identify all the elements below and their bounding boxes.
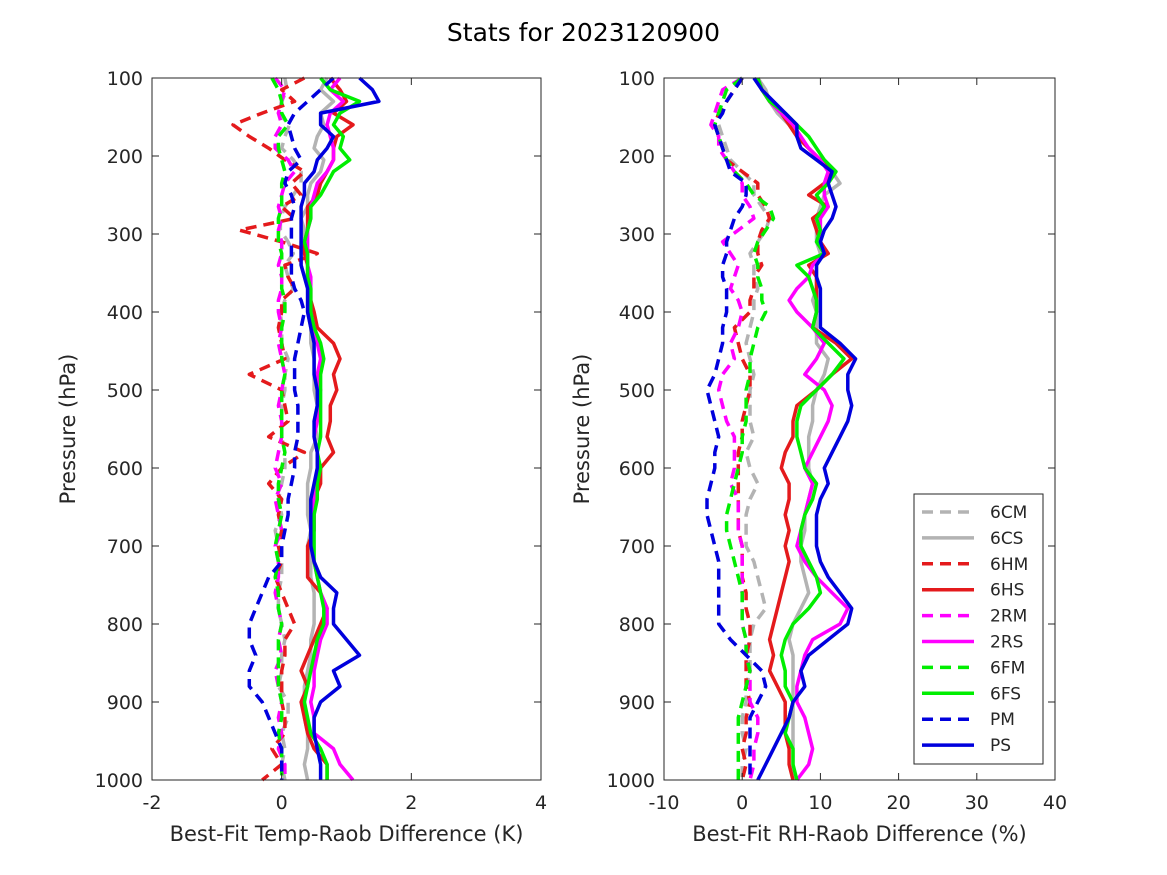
figure-title: Stats for 2023120900 bbox=[446, 18, 721, 47]
chart1-y-tick-label: 300 bbox=[619, 224, 655, 246]
chart1-x-axis-label: Best-Fit RH-Raob Difference (%) bbox=[692, 822, 1026, 846]
chart1-y-tick-label: 1000 bbox=[607, 770, 655, 792]
chart1-legend-label-pm: PM bbox=[990, 710, 1015, 730]
chart0-axes-box bbox=[151, 77, 542, 781]
chart1-legend-label-6hm: 6HM bbox=[990, 555, 1028, 575]
chart0-series-line-ps bbox=[299, 76, 381, 780]
chart1-legend-label-2rs: 2RS bbox=[990, 633, 1023, 653]
chart1-series-line-ps bbox=[752, 77, 858, 781]
chart1-x-tick-label: 30 bbox=[965, 792, 989, 814]
chart1-series-line-2rs bbox=[756, 77, 850, 782]
chart1-legend-label-2rm: 2RM bbox=[990, 607, 1027, 627]
chart1-x-tick-label: 0 bbox=[736, 792, 748, 814]
chart1-x-tick-label: 40 bbox=[1043, 792, 1067, 814]
chart1-series-line-6fm bbox=[713, 76, 776, 780]
chart1-y-tick-label: 700 bbox=[619, 536, 655, 558]
chart1-series-lines bbox=[705, 76, 858, 782]
chart1-x-tick-label: -10 bbox=[648, 792, 679, 814]
chart0-y-tick-label: 100 bbox=[107, 68, 143, 90]
chart1-y-tick-label: 200 bbox=[619, 146, 655, 168]
chart1-legend-label-6fs: 6FS bbox=[990, 684, 1021, 704]
chart1-y-tick-label: 800 bbox=[619, 614, 655, 636]
chart0-y-tick-label: 300 bbox=[107, 224, 143, 246]
chart0-x-tick-label: 2 bbox=[405, 792, 417, 814]
chart0-y-axis-label: Pressure (hPa) bbox=[56, 354, 80, 505]
chart0-y-tick-label: 900 bbox=[107, 692, 143, 714]
chart0-y-tick-label: 400 bbox=[107, 302, 143, 324]
chart1-y-tick-label: 100 bbox=[619, 68, 655, 90]
chart0-x-tick-label: 0 bbox=[276, 792, 288, 814]
chart1-legend-label-ps: PS bbox=[990, 736, 1011, 756]
chart1-legend-box bbox=[913, 493, 1044, 765]
chart1-y-tick-label: 600 bbox=[619, 458, 655, 480]
chart1-legend-label-6cm: 6CM bbox=[990, 503, 1027, 523]
chart1-x-tick-label: 10 bbox=[808, 792, 832, 814]
chart0-y-tick-label: 800 bbox=[107, 614, 143, 636]
chart1-x-tick-label: 20 bbox=[887, 792, 911, 814]
chart0-x-tick-label: 4 bbox=[535, 792, 547, 814]
chart1-axes-box bbox=[663, 77, 1056, 781]
chart0-series-line-6fm bbox=[270, 77, 290, 780]
chart0-y-tick-label: 200 bbox=[107, 146, 143, 168]
chart1-y-tick-label: 500 bbox=[619, 380, 655, 402]
chart0-x-axis-label: Best-Fit Temp-Raob Difference (K) bbox=[170, 822, 524, 846]
chart1-legend-label-6cs: 6CS bbox=[990, 529, 1023, 549]
chart0-series-line-6fs bbox=[302, 76, 362, 780]
chart1-y-tick-label: 400 bbox=[619, 302, 655, 324]
chart0-y-tick-label: 1000 bbox=[95, 770, 143, 792]
chart1-series-line-6cm bbox=[716, 77, 772, 780]
chart0-series-lines bbox=[231, 76, 381, 782]
chart1-y-tick-label: 900 bbox=[619, 692, 655, 714]
chart1-legend: 6CM 6CS 6HM 6HS 2RM 2RS 6FM 6FS PM PS bbox=[913, 493, 1044, 765]
chart0-y-tick-label: 700 bbox=[107, 536, 143, 558]
chart0-series-line-2rm bbox=[273, 76, 297, 780]
chart0-y-tick-label: 600 bbox=[107, 458, 143, 480]
chart1-legend-label-6fm: 6FM bbox=[990, 658, 1025, 678]
chart1-legend-label-6hs: 6HS bbox=[990, 581, 1024, 601]
chart0-x-tick-label: -2 bbox=[143, 792, 162, 814]
chart0-series-line-pm bbox=[247, 76, 335, 780]
chart1-series-line-6fs bbox=[756, 77, 846, 781]
chart1-y-axis-label: Pressure (hPa) bbox=[570, 354, 594, 505]
chart0-y-tick-label: 500 bbox=[107, 380, 143, 402]
chart1-series-line-pm bbox=[705, 77, 768, 780]
